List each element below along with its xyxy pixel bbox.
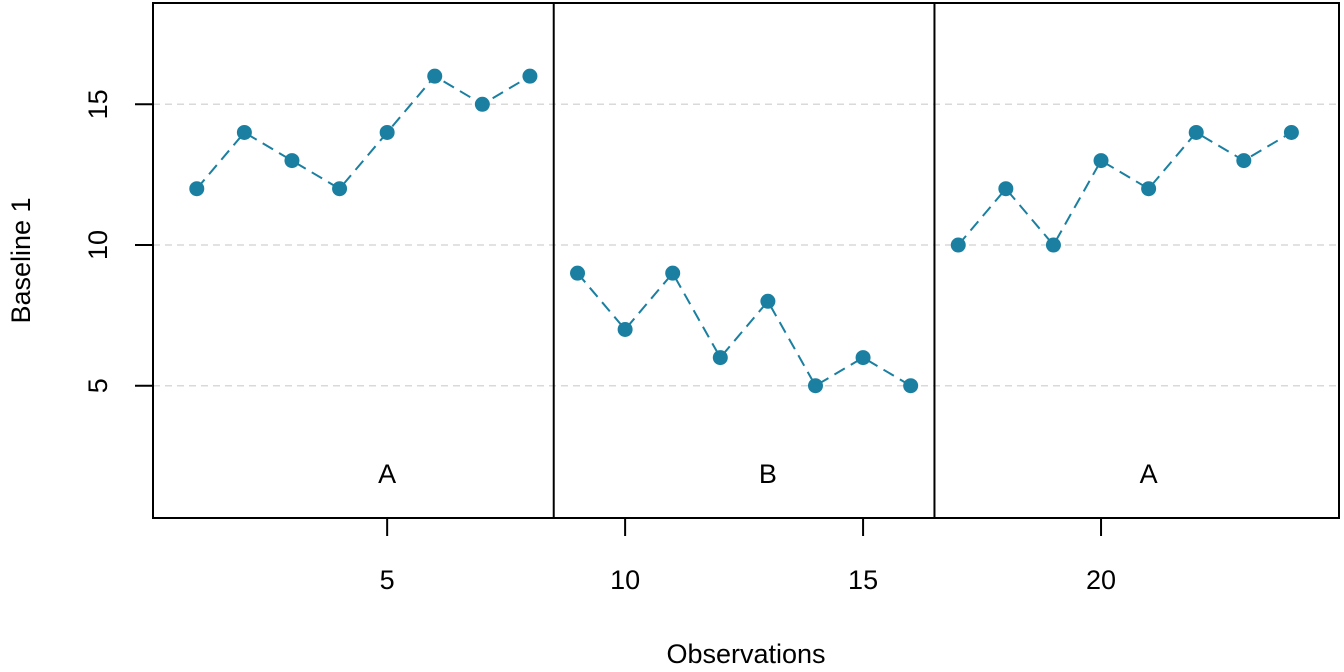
data-point-1 xyxy=(189,181,205,197)
data-point-13 xyxy=(760,293,776,309)
data-point-16 xyxy=(903,378,919,394)
y-axis-label: Baseline 1 xyxy=(6,197,36,323)
data-point-15 xyxy=(855,350,871,366)
series-line-phase-3 xyxy=(957,131,1292,247)
data-point-20 xyxy=(1093,153,1109,169)
plot-frame xyxy=(152,2,1340,519)
data-point-21 xyxy=(1141,181,1157,197)
x-tick-label-5: 5 xyxy=(380,565,395,595)
x-tick-label-10: 10 xyxy=(610,565,640,595)
data-point-24 xyxy=(1283,124,1299,140)
data-point-10 xyxy=(617,321,633,337)
data-point-23 xyxy=(1236,153,1252,169)
data-point-5 xyxy=(379,124,395,140)
data-series-layer xyxy=(189,68,1299,394)
y-axis: 5 10 15 xyxy=(83,89,153,393)
data-point-3 xyxy=(284,153,300,169)
phase-label-3: A xyxy=(1140,459,1158,489)
data-point-12 xyxy=(712,350,728,366)
data-point-14 xyxy=(807,378,823,394)
data-point-19 xyxy=(1045,237,1061,253)
x-tick-label-20: 20 xyxy=(1086,565,1116,595)
data-point-18 xyxy=(998,181,1014,197)
data-point-8 xyxy=(522,68,538,84)
grid-layer xyxy=(153,103,1339,387)
x-axis: 5 10 15 20 xyxy=(380,518,1116,595)
data-point-4 xyxy=(332,181,348,197)
phase-divider-layer xyxy=(552,3,936,518)
series-line-phase-2 xyxy=(576,271,912,388)
data-point-11 xyxy=(665,265,681,281)
y-tick-label-5: 5 xyxy=(83,378,113,393)
x-axis-label: Observations xyxy=(666,639,825,669)
phase-label-1: A xyxy=(378,459,396,489)
data-point-7 xyxy=(474,96,490,112)
x-tick-label-15: 15 xyxy=(848,565,878,595)
y-tick-label-15: 15 xyxy=(83,89,113,119)
series-line-phase-1 xyxy=(196,74,531,191)
data-point-17 xyxy=(950,237,966,253)
data-point-6 xyxy=(427,68,443,84)
y-tick-label-10: 10 xyxy=(83,230,113,260)
data-point-22 xyxy=(1188,124,1204,140)
data-point-2 xyxy=(236,124,252,140)
phase-label-2: B xyxy=(759,459,777,489)
data-point-9 xyxy=(570,265,586,281)
